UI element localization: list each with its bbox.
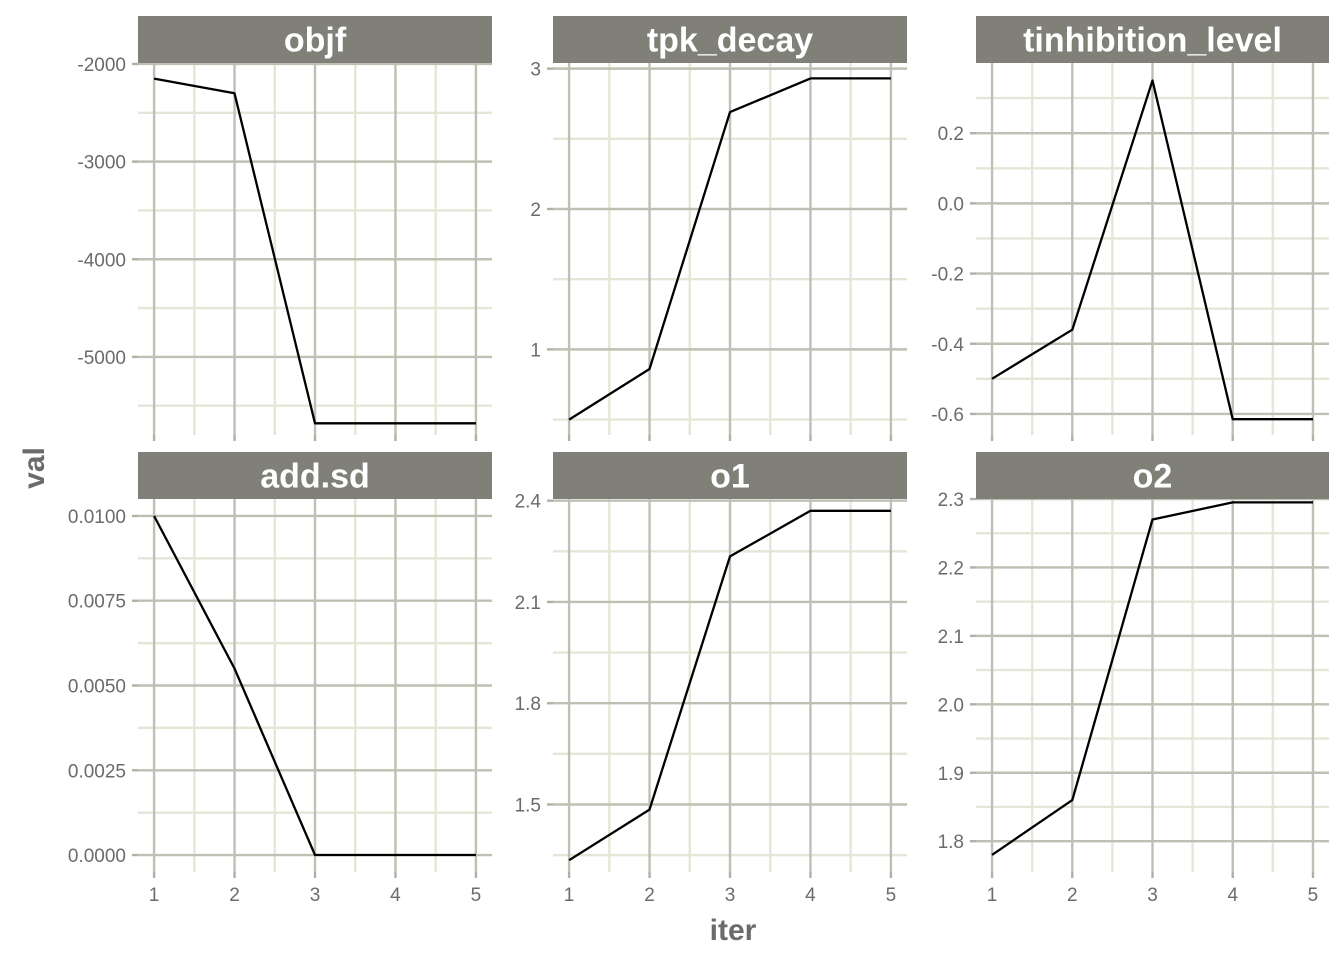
minor-x-gridlines xyxy=(608,63,852,435)
x-tick-label: 3 xyxy=(310,885,321,906)
y-tick-label: 0.2 xyxy=(938,124,964,145)
facet-strip-label: tpk_decay xyxy=(647,22,813,60)
facet-strip-label: tinhibition_level xyxy=(1023,22,1282,60)
x-tick-label: 1 xyxy=(987,885,998,906)
major-x-gridlines xyxy=(990,63,1315,435)
y-tick-label: -2000 xyxy=(77,55,126,76)
y-tick-label: 1.9 xyxy=(938,764,964,785)
facet-strip-label: add.sd xyxy=(260,458,370,496)
major-y-gridlines xyxy=(138,62,492,359)
x-tick-label: 4 xyxy=(390,885,401,906)
facet-strip xyxy=(138,452,492,499)
x-tick-label: 5 xyxy=(1308,885,1319,906)
y-tick-label: 1.8 xyxy=(515,694,541,715)
x-tick-label: 5 xyxy=(471,885,482,906)
major-x-gridlines xyxy=(567,63,893,435)
x-tick-label: 1 xyxy=(564,885,575,906)
y-tick-label: 1.5 xyxy=(515,795,541,816)
minor-x-gridlines xyxy=(193,63,437,435)
series-line-add.sd xyxy=(153,515,476,857)
panel-add.sd: 0.0100 0.0075 0.0050 0.0025 0.0000 1 2 3 4 5 add.s… xyxy=(68,452,492,906)
facet-strip xyxy=(553,16,907,63)
y-tick-label: 0.0050 xyxy=(68,677,126,698)
facet-strip-label: o2 xyxy=(1133,458,1173,496)
panel-tinhibition_level: 0.2 0.0 -0.2 -0.4 -0.6 tinhibition_level xyxy=(931,16,1329,441)
facet-strip xyxy=(138,16,492,63)
y-tick-label: -4000 xyxy=(77,250,126,271)
series-line-o2 xyxy=(991,501,1313,856)
series-line-objf xyxy=(153,77,476,425)
y-tick-label: 0.0 xyxy=(938,194,964,215)
series-line-o1 xyxy=(568,509,891,862)
y-tick-label: -0.6 xyxy=(931,405,964,426)
y-tick-label: -3000 xyxy=(77,153,126,174)
panel-tpk_decay: 1 2 3 tpk_decay xyxy=(530,16,907,441)
y-tick-label: 2.2 xyxy=(938,558,964,579)
y-tick-label: -0.2 xyxy=(931,265,964,286)
major-x-gridlines xyxy=(990,499,1315,872)
y-tick-label: -0.4 xyxy=(931,335,964,356)
y-tick-label: 2.4 xyxy=(515,492,542,513)
major-y-gridlines xyxy=(553,67,907,351)
x-tick-label: 2 xyxy=(1067,885,1078,906)
y-tick-label: 2.3 xyxy=(938,490,964,511)
y-tick-label: 3 xyxy=(530,60,541,81)
x-tick-label: 5 xyxy=(886,885,897,906)
series-line-tpk_decay xyxy=(568,77,891,421)
x-tick-label: 3 xyxy=(725,885,736,906)
y-tick-label: 2.1 xyxy=(938,627,964,648)
y-tick-label: 2.1 xyxy=(515,593,541,614)
x-tick-label: 2 xyxy=(644,885,655,906)
y-tick-label: 0.0000 xyxy=(68,846,126,867)
minor-x-gridlines xyxy=(1030,499,1275,872)
y-tick-label: 2.0 xyxy=(938,695,964,716)
x-tick-label: 2 xyxy=(229,885,240,906)
x-tick-label: 4 xyxy=(1227,885,1238,906)
major-y-gridlines xyxy=(976,131,1329,416)
major-y-gridlines xyxy=(553,499,907,806)
x-axis-title: iter xyxy=(710,914,757,947)
y-tick-label: 1 xyxy=(530,340,541,361)
facet-strip-label: objf xyxy=(284,22,347,60)
major-x-gridlines xyxy=(567,499,893,872)
facet-strip xyxy=(553,452,907,499)
y-tick-label: 0.0075 xyxy=(68,592,126,613)
panel-objf: -2000 -3000 -4000 -5000 objf xyxy=(77,16,492,441)
y-tick-label: -5000 xyxy=(77,348,126,369)
y-axis-title: val xyxy=(18,447,51,489)
y-tick-label: 2 xyxy=(530,200,541,221)
facet-strip-label: o1 xyxy=(710,458,750,496)
x-tick-label: 3 xyxy=(1147,885,1158,906)
facet-strip xyxy=(976,452,1329,499)
x-tick-label: 4 xyxy=(805,885,816,906)
series-line-tinhibition_level xyxy=(991,79,1313,421)
major-x-gridlines xyxy=(152,63,478,435)
y-tick-label: 0.0100 xyxy=(68,507,126,528)
facet-strip xyxy=(976,16,1329,63)
panel-o2: 2.3 2.2 2.1 2.0 1.9 1.8 1 2 3 4 5 o2 xyxy=(938,452,1329,906)
y-tick-label: 0.0025 xyxy=(68,761,126,782)
y-tick-label: 1.8 xyxy=(938,832,964,853)
chart-panels: -2000-3000-4000-5000objf123tpk_decay0.20… xyxy=(68,16,1329,906)
x-tick-label: 1 xyxy=(149,885,160,906)
panel-o1: 2.4 2.1 1.8 1.5 1 2 3 4 5 o1 xyxy=(515,452,907,906)
